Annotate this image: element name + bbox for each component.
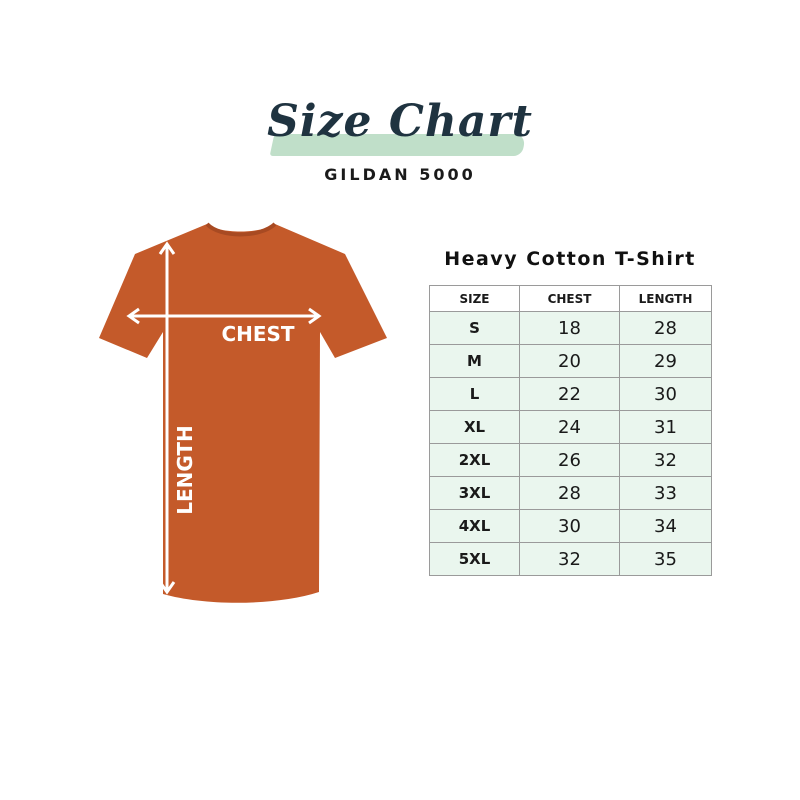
length-cell: 33 (619, 476, 712, 510)
size-cell: 5XL (429, 542, 520, 576)
size-table: SIZE CHEST LENGTH S 18 28 M 20 29 L 22 30 XL 24 31 2XL… (429, 285, 712, 576)
length-cell: 30 (619, 377, 712, 411)
tshirt-illustration: CHEST LENGTH (99, 222, 387, 603)
chest-cell: 28 (519, 476, 620, 510)
chest-cell: 32 (519, 542, 620, 576)
length-cell: 35 (619, 542, 712, 576)
column-header: CHEST (519, 285, 620, 312)
table-title: Heavy Cotton T-Shirt (444, 248, 696, 270)
page-subtitle: GILDAN 5000 (324, 165, 476, 184)
length-cell: 31 (619, 410, 712, 444)
chest-cell: 24 (519, 410, 620, 444)
length-cell: 29 (619, 344, 712, 378)
table-row: 5XL 32 35 (429, 542, 712, 576)
table-row: XL 24 31 (429, 410, 712, 444)
length-cell: 28 (619, 311, 712, 345)
size-cell: 2XL (429, 443, 520, 477)
size-cell: XL (429, 410, 520, 444)
column-header: LENGTH (619, 285, 712, 312)
chest-cell: 30 (519, 509, 620, 543)
chest-cell: 18 (519, 311, 620, 345)
chest-cell: 22 (519, 377, 620, 411)
length-cell: 32 (619, 443, 712, 477)
table-row: 2XL 26 32 (429, 443, 712, 477)
size-cell: 3XL (429, 476, 520, 510)
tshirt-body (99, 224, 387, 603)
chest-label: CHEST (221, 322, 294, 346)
table-row: 3XL 28 33 (429, 476, 712, 510)
size-cell: M (429, 344, 520, 378)
chest-cell: 26 (519, 443, 620, 477)
page-title: Size Chart (267, 96, 533, 147)
length-label: LENGTH (173, 425, 197, 515)
length-cell: 34 (619, 509, 712, 543)
size-cell: 4XL (429, 509, 520, 543)
table-row: L 22 30 (429, 377, 712, 411)
table-header-row: SIZE CHEST LENGTH (429, 285, 712, 312)
size-cell: L (429, 377, 520, 411)
table-row: 4XL 30 34 (429, 509, 712, 543)
table-row: M 20 29 (429, 344, 712, 378)
size-cell: S (429, 311, 520, 345)
chest-cell: 20 (519, 344, 620, 378)
table-row: S 18 28 (429, 311, 712, 345)
column-header: SIZE (429, 285, 520, 312)
